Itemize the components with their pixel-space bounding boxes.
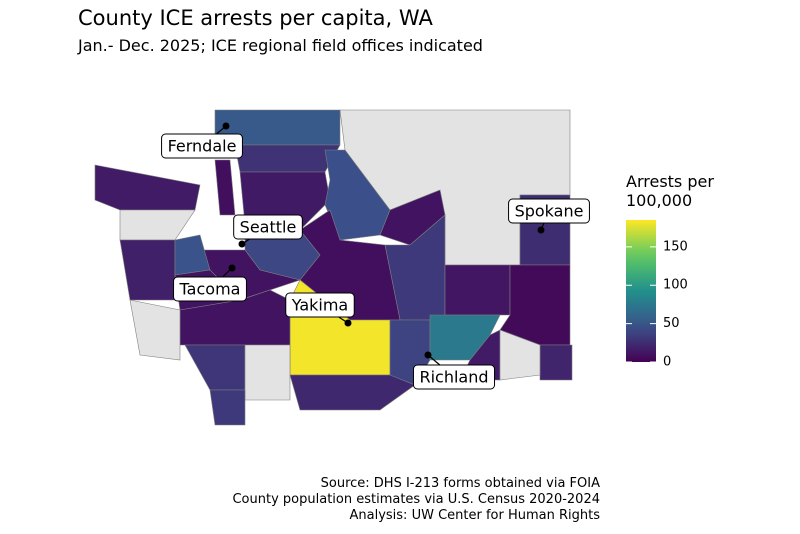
source-line: County population estimates via U.S. Cen… (232, 492, 600, 507)
office-name: Yakima (291, 296, 348, 315)
legend-tick-label: 0 (663, 355, 671, 370)
county (119, 209, 196, 241)
legend-tick-label: 150 (663, 239, 688, 254)
county (234, 144, 341, 173)
office-label: Spokane (508, 198, 590, 224)
label-box (285, 292, 355, 318)
county (444, 264, 511, 316)
label-box (412, 364, 496, 390)
county (214, 159, 236, 216)
office-point (238, 240, 246, 248)
county (499, 329, 541, 381)
source-line: Analysis: UW Center for Human Rights (349, 508, 601, 523)
office-point (222, 122, 230, 130)
label-box (173, 276, 247, 302)
office-label: Ferndale (161, 133, 243, 159)
title: County ICE arrests per capita, WA (78, 6, 433, 30)
office-label: Yakima (285, 292, 355, 318)
county (324, 149, 391, 241)
office-name: Richland (419, 368, 488, 387)
subtitle: Jan.- Dec. 2025; ICE regional field offi… (78, 36, 483, 55)
office-point (424, 351, 432, 359)
county (184, 344, 246, 391)
county (119, 239, 176, 301)
county (244, 344, 291, 401)
legend-tick-label: 50 (663, 316, 680, 331)
office-label: Seattle (233, 214, 303, 240)
office-point (537, 226, 545, 234)
county (539, 344, 573, 381)
legend-tick-label: 100 (663, 278, 688, 293)
label-box (508, 198, 590, 224)
county (209, 389, 246, 426)
legend-title: Arrests per 100,000 (626, 172, 714, 210)
source-line: Source: DHS I-213 forms obtained via FOI… (320, 476, 600, 491)
county (129, 299, 181, 361)
colorbar (626, 220, 656, 362)
county (289, 374, 416, 411)
county (379, 189, 446, 246)
office-name: Tacoma (179, 280, 241, 299)
office-name: Seattle (240, 218, 297, 237)
office-name: Spokane (515, 202, 584, 221)
label-box (233, 214, 303, 240)
office-label: Tacoma (173, 276, 247, 302)
office-name: Ferndale (168, 137, 237, 156)
office-point (228, 264, 236, 272)
county (499, 264, 571, 346)
label-box (161, 133, 243, 159)
office-point (344, 319, 352, 327)
county (174, 234, 211, 276)
office-label: Richland (412, 364, 496, 390)
county (94, 164, 201, 211)
source: Source: DHS I-213 forms obtained via FOI… (232, 476, 600, 524)
